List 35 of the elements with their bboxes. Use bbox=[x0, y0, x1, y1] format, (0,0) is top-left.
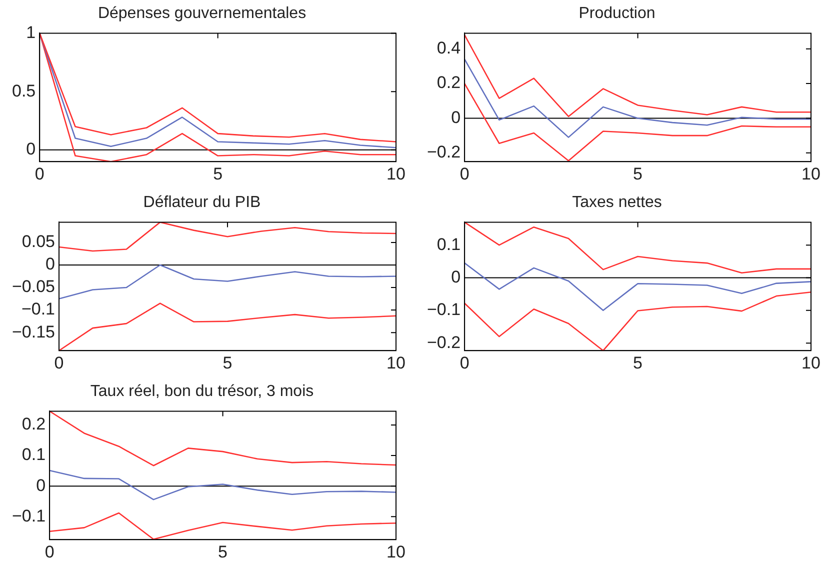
x-tick-label: 5 bbox=[213, 164, 223, 184]
y-tick-label: 0 bbox=[26, 140, 36, 159]
y-tick-label: 0.5 bbox=[12, 81, 36, 100]
x-tick-label: 5 bbox=[218, 542, 228, 562]
y-tick-label: 0.2 bbox=[436, 73, 461, 92]
y-tick-label: 0.1 bbox=[436, 234, 461, 254]
y-tick-label: 0.2 bbox=[22, 414, 46, 434]
y-tick-label: −0.1 bbox=[21, 300, 56, 319]
y-tick-label: 0.05 bbox=[22, 232, 56, 252]
y-tick-label: 0.4 bbox=[436, 38, 461, 58]
chart-title: Dépenses gouvernementales bbox=[98, 5, 306, 22]
y-tick-label: 0 bbox=[451, 108, 461, 127]
x-tick-label: 5 bbox=[222, 353, 232, 372]
y-tick-label: 1 bbox=[26, 22, 36, 42]
y-tick-label: −0.15 bbox=[12, 322, 56, 342]
y-tick-label: −0.2 bbox=[427, 142, 461, 162]
x-tick-label: 10 bbox=[386, 164, 406, 184]
chart-title: Production bbox=[578, 5, 656, 22]
x-tick-label: 10 bbox=[386, 353, 406, 372]
x-tick-label: 5 bbox=[633, 164, 643, 184]
chart-title: Taux réel, bon du trésor, 3 mois bbox=[90, 383, 314, 400]
x-tick-label: 10 bbox=[802, 164, 820, 184]
y-tick-label: −0.05 bbox=[12, 277, 56, 296]
y-tick-label: 0 bbox=[36, 476, 46, 495]
chart-title: Taxes nettes bbox=[572, 194, 662, 212]
x-tick-label: 10 bbox=[802, 353, 820, 372]
y-tick-label: −0.1 bbox=[427, 300, 461, 320]
y-tick-label: 0 bbox=[46, 254, 56, 274]
x-tick-label: 10 bbox=[386, 542, 406, 562]
y-tick-label: 0.1 bbox=[22, 445, 46, 464]
y-tick-label: −0.2 bbox=[427, 332, 461, 352]
y-tick-label: −0.1 bbox=[12, 506, 46, 526]
y-tick-label: 0 bbox=[451, 267, 461, 286]
chart-title: Déflateur du PIB bbox=[143, 194, 261, 212]
x-tick-label: 5 bbox=[633, 353, 643, 372]
